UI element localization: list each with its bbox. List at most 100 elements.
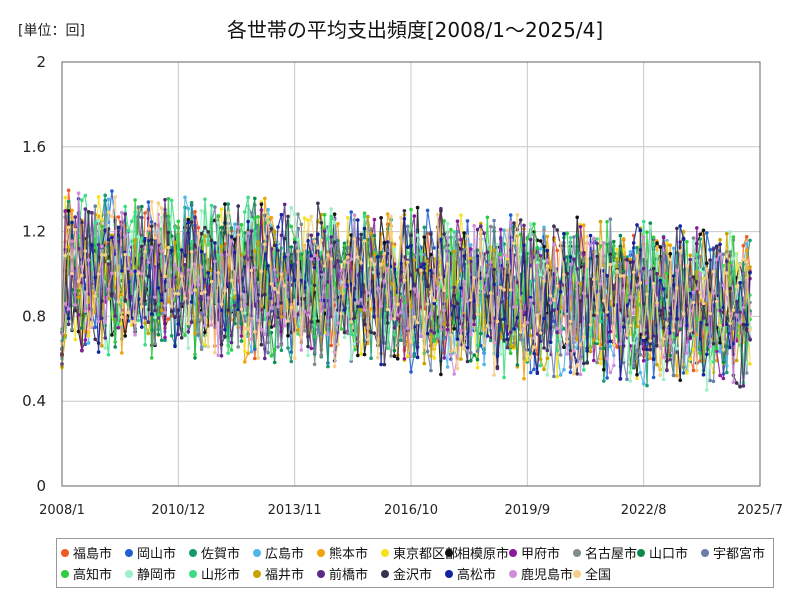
- data-point: [698, 271, 702, 276]
- data-point: [253, 216, 257, 221]
- data-point: [635, 283, 639, 287]
- data-point: [226, 211, 230, 215]
- data-point: [595, 360, 599, 365]
- data-point: [608, 344, 613, 349]
- data-point: [223, 328, 227, 332]
- data-point: [595, 254, 599, 259]
- data-point: [316, 257, 320, 262]
- data-point: [282, 255, 287, 259]
- data-point: [691, 347, 696, 351]
- data-point: [688, 329, 692, 333]
- data-point: [555, 228, 559, 232]
- data-point: [193, 331, 197, 336]
- data-point: [472, 224, 477, 228]
- data-point: [236, 345, 240, 349]
- data-point: [123, 204, 127, 209]
- data-point: [80, 326, 84, 330]
- legend-label: 広島市: [265, 547, 305, 562]
- legend-label: 佐賀市: [201, 547, 241, 562]
- data-point: [372, 217, 377, 222]
- data-point: [389, 316, 393, 321]
- data-point: [332, 297, 337, 302]
- data-point: [329, 214, 334, 219]
- data-point: [143, 316, 147, 320]
- data-point: [233, 303, 237, 308]
- legend-marker: [573, 570, 581, 578]
- data-point: [362, 322, 367, 327]
- data-point: [479, 230, 483, 235]
- data-point: [342, 287, 347, 292]
- data-point: [382, 240, 387, 245]
- data-point: [223, 250, 227, 255]
- data-point: [316, 322, 320, 327]
- data-point: [641, 358, 646, 363]
- data-point: [395, 302, 400, 307]
- data-point: [189, 239, 194, 244]
- data-point: [66, 225, 71, 230]
- data-point: [455, 337, 460, 341]
- data-point: [332, 281, 337, 286]
- data-point: [698, 290, 702, 295]
- data-point: [725, 259, 729, 264]
- data-point: [389, 354, 393, 358]
- data-point: [708, 344, 712, 349]
- data-point: [508, 351, 513, 356]
- data-point: [322, 272, 327, 277]
- data-point: [246, 351, 250, 356]
- data-point: [159, 298, 164, 303]
- data-point: [598, 219, 603, 224]
- data-point: [645, 230, 649, 234]
- data-point: [552, 242, 556, 247]
- data-point: [698, 254, 702, 259]
- data-point: [352, 298, 357, 302]
- data-point: [146, 274, 151, 279]
- data-point: [226, 202, 230, 206]
- data-point: [661, 257, 666, 262]
- data-point: [259, 327, 264, 332]
- data-point: [349, 332, 354, 336]
- data-point: [725, 344, 729, 349]
- data-point: [425, 349, 430, 354]
- legend-item: 熊本市: [317, 543, 368, 562]
- data-point: [302, 309, 307, 314]
- data-point: [705, 322, 709, 327]
- data-point: [695, 226, 699, 230]
- data-point: [498, 318, 503, 322]
- data-point: [76, 313, 81, 317]
- line-chart: 0 0.4 0.8 1.2 1.6 2 2008/1 2010/12 2013/11 2016/…: [22, 53, 783, 518]
- data-point: [655, 301, 659, 305]
- data-point: [489, 335, 493, 340]
- data-point: [635, 324, 639, 329]
- data-point: [96, 272, 101, 276]
- data-point: [126, 310, 131, 315]
- data-point: [352, 237, 357, 241]
- data-point: [319, 238, 324, 243]
- data-point: [738, 275, 742, 280]
- data-point: [76, 295, 81, 300]
- data-point: [263, 242, 267, 247]
- legend-item: 山形市: [189, 564, 240, 583]
- legend-label: 宇都宮市: [713, 547, 766, 562]
- data-point: [186, 346, 191, 350]
- data-point: [625, 377, 629, 382]
- data-point: [70, 271, 74, 276]
- data-point: [465, 234, 470, 239]
- data-point: [538, 258, 543, 263]
- data-point: [578, 251, 583, 255]
- x-tick-label: 2022/8: [621, 503, 667, 518]
- data-point: [339, 312, 344, 316]
- data-point: [302, 329, 307, 333]
- data-point: [286, 294, 290, 299]
- data-point: [159, 308, 164, 313]
- legend-marker: [61, 549, 69, 557]
- data-point: [402, 301, 407, 305]
- data-point: [445, 365, 450, 369]
- data-point: [515, 316, 520, 320]
- data-point: [422, 345, 427, 349]
- data-point: [578, 372, 583, 377]
- data-point: [296, 249, 300, 253]
- data-point: [708, 247, 712, 252]
- legend: 福島市 岡山市 佐賀市 広島市 熊本市 東京都区部 相模原市 甲府市 名古屋市 山口市 宇都宮市 高知…: [56, 538, 774, 588]
- data-point: [169, 334, 174, 338]
- data-point: [432, 356, 437, 360]
